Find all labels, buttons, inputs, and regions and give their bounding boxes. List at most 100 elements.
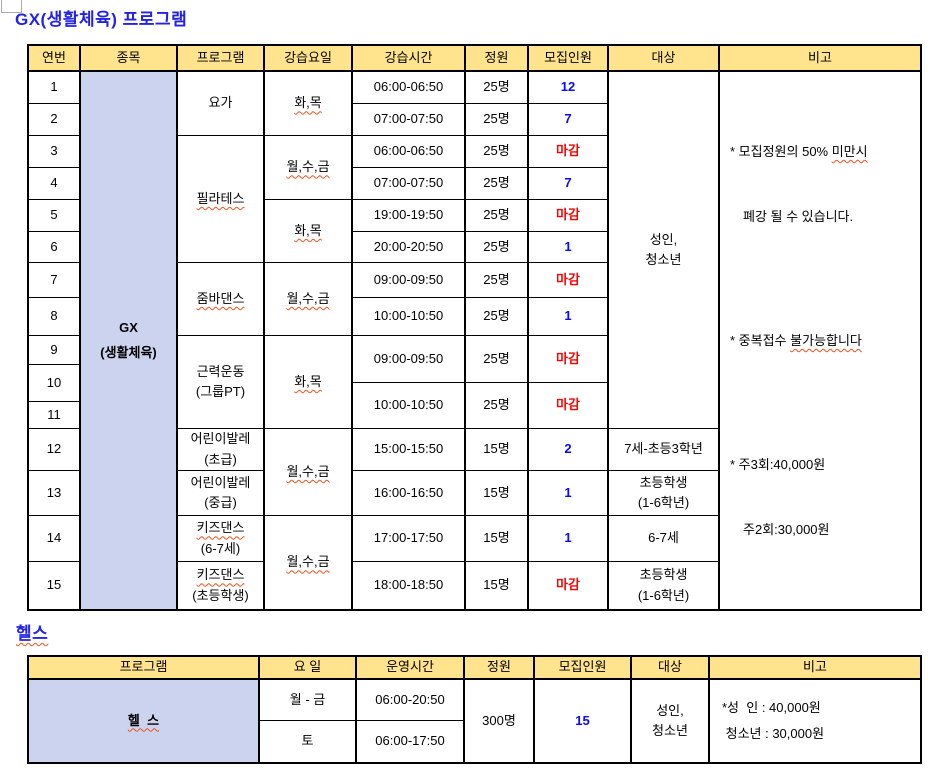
- gx-program-kidsdance-elem: 키즈댄스 (초등학생): [178, 562, 265, 609]
- gx-header-time: 강습시간: [353, 46, 466, 72]
- gx-target-elem1: 초등학생 (1-6학년): [609, 471, 720, 516]
- gx-program-zumba: 줌바댄스: [178, 263, 265, 336]
- gx-time-0: 06:00-06:50: [353, 72, 466, 104]
- gx-target-elem2: 초등학생 (1-6학년): [609, 562, 720, 609]
- health-header-program: 프로그램: [29, 657, 260, 680]
- health-target-cell: 성인, 청소년: [632, 680, 710, 762]
- gx-days-4: 화,목: [265, 336, 353, 429]
- health-header-capacity: 정원: [465, 657, 535, 680]
- gx-recruit-12: 1: [529, 516, 609, 562]
- gx-category-line2: (생활체육): [100, 344, 157, 360]
- gx-num-3: 3: [29, 136, 81, 168]
- gx-num-9: 9: [29, 336, 81, 365]
- health-header-target: 대상: [632, 657, 710, 680]
- gx-num-12: 12: [29, 429, 81, 471]
- gx-program-ballet-beginner: 어린이발레 (초급): [178, 429, 265, 471]
- gx-time-9: 10:00-10:50: [353, 383, 466, 429]
- gx-recruit-11: 1: [529, 471, 609, 516]
- health-section-title: 헬스: [16, 624, 49, 643]
- gx-capacity-6: 25명: [466, 263, 529, 298]
- gx-note-closure: * 모집정원의 50% 미만시 폐강 될 수 있습니다.: [730, 144, 868, 225]
- health-recruit-cell: 15: [535, 680, 632, 762]
- gx-time-2: 06:00-06:50: [353, 136, 466, 168]
- gx-num-13: 13: [29, 471, 81, 516]
- gx-program-strength: 근력운동 (그룹PT): [178, 336, 265, 429]
- gx-target-age67: 6-7세: [609, 516, 720, 562]
- gx-program-yoga: 요가: [178, 72, 265, 136]
- gx-num-6: 6: [29, 232, 81, 263]
- gx-notes-cell: * 모집정원의 50% 미만시 폐강 될 수 있습니다. * 중복접수 불가능합…: [720, 72, 920, 609]
- gx-num-2: 2: [29, 104, 81, 136]
- gx-time-1: 07:00-07:50: [353, 104, 466, 136]
- gx-recruit-13: 마감: [529, 562, 609, 609]
- gx-header-days: 강습요일: [265, 46, 353, 72]
- gx-capacity-8: 25명: [466, 336, 529, 383]
- gx-time-7: 10:00-10:50: [353, 298, 466, 336]
- gx-header-target: 대상: [609, 46, 720, 72]
- gx-program-pilates: 필라테스: [178, 136, 265, 263]
- health-time-saturday: 06:00-17:50: [357, 721, 465, 762]
- gx-recruit-2: 마감: [529, 136, 609, 168]
- gx-target-age7: 7세-초등3학년: [609, 429, 720, 471]
- gx-capacity-12: 15명: [466, 516, 529, 562]
- gx-time-8: 09:00-09:50: [353, 336, 466, 383]
- gx-recruit-7: 1: [529, 298, 609, 336]
- gx-category-line1: GX: [119, 319, 138, 335]
- gx-capacity-2: 25명: [466, 136, 529, 168]
- gx-num-4: 4: [29, 168, 81, 200]
- health-notes-cell: *성 인 : 40,000원 청소년 : 30,000원: [710, 680, 920, 762]
- gx-recruit-8: 마감: [529, 336, 609, 383]
- gx-days-5: 월,수,금: [265, 429, 353, 516]
- gx-num-14: 14: [29, 516, 81, 562]
- gx-recruit-1: 7: [529, 104, 609, 136]
- gx-capacity-9: 25명: [466, 383, 529, 429]
- gx-capacity-3: 25명: [466, 168, 529, 200]
- gx-time-3: 07:00-07:50: [353, 168, 466, 200]
- gx-recruit-4: 마감: [529, 200, 609, 232]
- gx-days-0: 화,목: [265, 72, 353, 136]
- health-table: 프로그램 요 일 운영시간 정원 모집인원 대상 비고 헬 스 월 - 금 토 …: [27, 655, 922, 764]
- gx-capacity-4: 25명: [466, 200, 529, 232]
- gx-header-program: 프로그램: [178, 46, 265, 72]
- health-days-saturday: 토: [260, 721, 357, 762]
- gx-header-recruit: 모집인원: [529, 46, 609, 72]
- health-days-weekday: 월 - 금: [260, 680, 357, 721]
- gx-num-10: 10: [29, 365, 81, 402]
- health-header-note: 비고: [710, 657, 920, 680]
- gx-num-1: 1: [29, 72, 81, 104]
- health-header-days: 요 일: [260, 657, 357, 680]
- gx-target-adult: 성인, 청소년: [609, 72, 720, 429]
- gx-header-note: 비고: [720, 46, 920, 72]
- gx-program-ballet-intermediate: 어린이발레 (중급): [178, 471, 265, 516]
- gx-days-6: 월,수,금: [265, 516, 353, 609]
- gx-header-category: 종목: [81, 46, 178, 72]
- gx-time-13: 18:00-18:50: [353, 562, 466, 609]
- gx-note-price: * 주3회:40,000원 주2회:30,000원: [730, 456, 830, 537]
- health-program-cell: 헬 스: [29, 680, 260, 762]
- health-capacity-cell: 300명: [465, 680, 535, 762]
- gx-header-capacity: 정원: [466, 46, 529, 72]
- gx-header-seq: 연번: [29, 46, 81, 72]
- gx-recruit-0: 12: [529, 72, 609, 104]
- gx-time-10: 15:00-15:50: [353, 429, 466, 471]
- gx-recruit-3: 7: [529, 168, 609, 200]
- gx-num-7: 7: [29, 263, 81, 298]
- gx-time-4: 19:00-19:50: [353, 200, 466, 232]
- gx-time-6: 09:00-09:50: [353, 263, 466, 298]
- gx-note-duplicate: * 중복접수 불가능합니다: [730, 333, 862, 348]
- gx-capacity-1: 25명: [466, 104, 529, 136]
- gx-category-cell: GX (생활체육): [81, 72, 178, 609]
- gx-num-15: 15: [29, 562, 81, 609]
- health-header-time: 운영시간: [357, 657, 465, 680]
- gx-recruit-9: 마감: [529, 383, 609, 429]
- gx-recruit-5: 1: [529, 232, 609, 263]
- gx-recruit-10: 2: [529, 429, 609, 471]
- health-header-recruit: 모집인원: [535, 657, 632, 680]
- gx-recruit-6: 마감: [529, 263, 609, 298]
- gx-capacity-0: 25명: [466, 72, 529, 104]
- gx-days-3: 월,수,금: [265, 263, 353, 336]
- gx-days-1: 월,수,금: [265, 136, 353, 200]
- gx-num-11: 11: [29, 402, 81, 429]
- gx-num-5: 5: [29, 200, 81, 232]
